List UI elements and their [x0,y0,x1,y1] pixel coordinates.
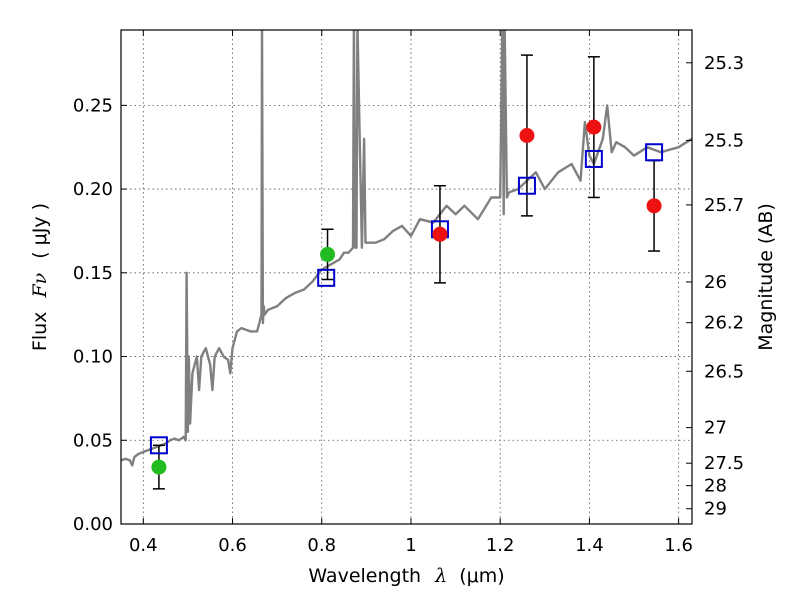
infrared-photometry-point [519,127,535,143]
plot-data [121,30,692,490]
y-axis-label: Flux Fν ( μJy ) [29,203,51,351]
infrared-photometry-point [586,119,602,135]
gridlines [121,30,692,525]
y-tick-label: 0.00 [73,514,113,535]
magnitude-tick-label: 27 [704,418,727,439]
infrared-photometry-point [432,226,448,242]
x-tick-label: 1.4 [575,535,604,556]
spectrum-line [121,30,692,467]
magnitude-tick-label: 28 [704,476,727,497]
axis-ticks: 0.4 0.6 0.8 1 1.2 1.4 1.6 0.00 0.05 0.10 0.15 0.20 0… [73,30,744,556]
magnitude-tick-label: 29 [704,499,727,520]
x-tick-label: 0.4 [129,535,158,556]
x-axis-label: Wavelength λ (μm) [308,565,504,587]
y-tick-label: 0.15 [73,263,113,284]
x-tick-label: 0.8 [307,535,336,556]
magnitude-axis-label: Magnitude (AB) [755,203,777,351]
y-tick-label: 0.05 [73,430,113,451]
x-tick-label: 0.6 [218,535,247,556]
y-tick-label: 0.10 [73,347,113,368]
model-photometry-square [317,268,336,287]
magnitude-tick-label: 26.2 [704,313,744,334]
magnitude-tick-label: 25.5 [704,130,744,151]
model-photometry-square [517,176,536,195]
model-photometry-square [645,143,664,162]
y-axis-label-prefix: Flux [29,312,51,352]
plot-frame [120,29,693,525]
y-axis-label-unit: ( μJy ) [29,203,51,259]
optical-photometry-point [320,246,336,262]
optical-photometry-point [151,459,167,475]
model-photometry-square [149,436,168,455]
x-axis-label-unit: (μm) [459,565,504,587]
x-axis-label-prefix: Wavelength [308,565,421,587]
x-tick-label: 1.6 [664,535,693,556]
y-tick-label: 0.20 [73,179,113,200]
x-axis-label-symbol: λ [434,565,447,587]
y-tick-label: 0.25 [73,95,113,116]
x-tick-label: 1 [405,535,416,556]
x-tick-label: 1.2 [486,535,515,556]
magnitude-tick-label: 26 [704,272,727,293]
magnitude-tick-label: 27.5 [704,453,744,474]
magnitude-tick-label: 25.7 [704,195,744,216]
magnitude-tick-label: 26.5 [704,361,744,382]
magnitude-tick-label: 25.3 [704,53,744,74]
infrared-photometry-point [646,198,662,214]
y-axis-label-symbol: Fν [29,272,51,298]
model-photometry-square [584,149,603,168]
